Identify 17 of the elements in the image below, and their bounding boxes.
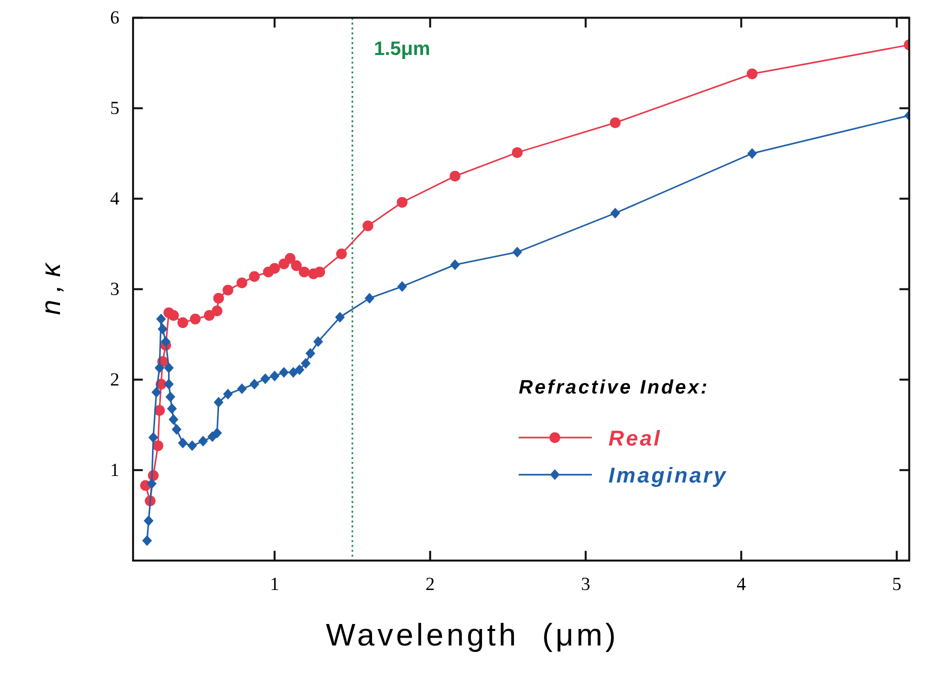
- legend-label: Imaginary: [608, 463, 728, 488]
- y-tick-label: 4: [110, 188, 120, 210]
- y-tick-label: 1: [110, 460, 120, 481]
- y-tick-label: 3: [110, 279, 120, 300]
- x-tick-label: 3: [581, 574, 590, 595]
- x-tick-label: 1: [270, 574, 280, 595]
- x-tick-label: 5: [892, 574, 902, 595]
- x-tick-label: 2: [426, 574, 435, 595]
- y-tick-label: 6: [110, 8, 120, 29]
- x-axis-title: Wavelength (μm): [326, 618, 619, 653]
- y-axis-title: n , κ: [34, 262, 66, 315]
- legend-title: Refractive Index:: [518, 376, 710, 399]
- y-tick-label: 2: [110, 370, 120, 390]
- y-tick-label: 5: [110, 98, 120, 120]
- ref-line-label: 1.5μm: [374, 38, 430, 60]
- legend-label: Real: [608, 426, 662, 450]
- x-tick-label: 4: [736, 574, 746, 595]
